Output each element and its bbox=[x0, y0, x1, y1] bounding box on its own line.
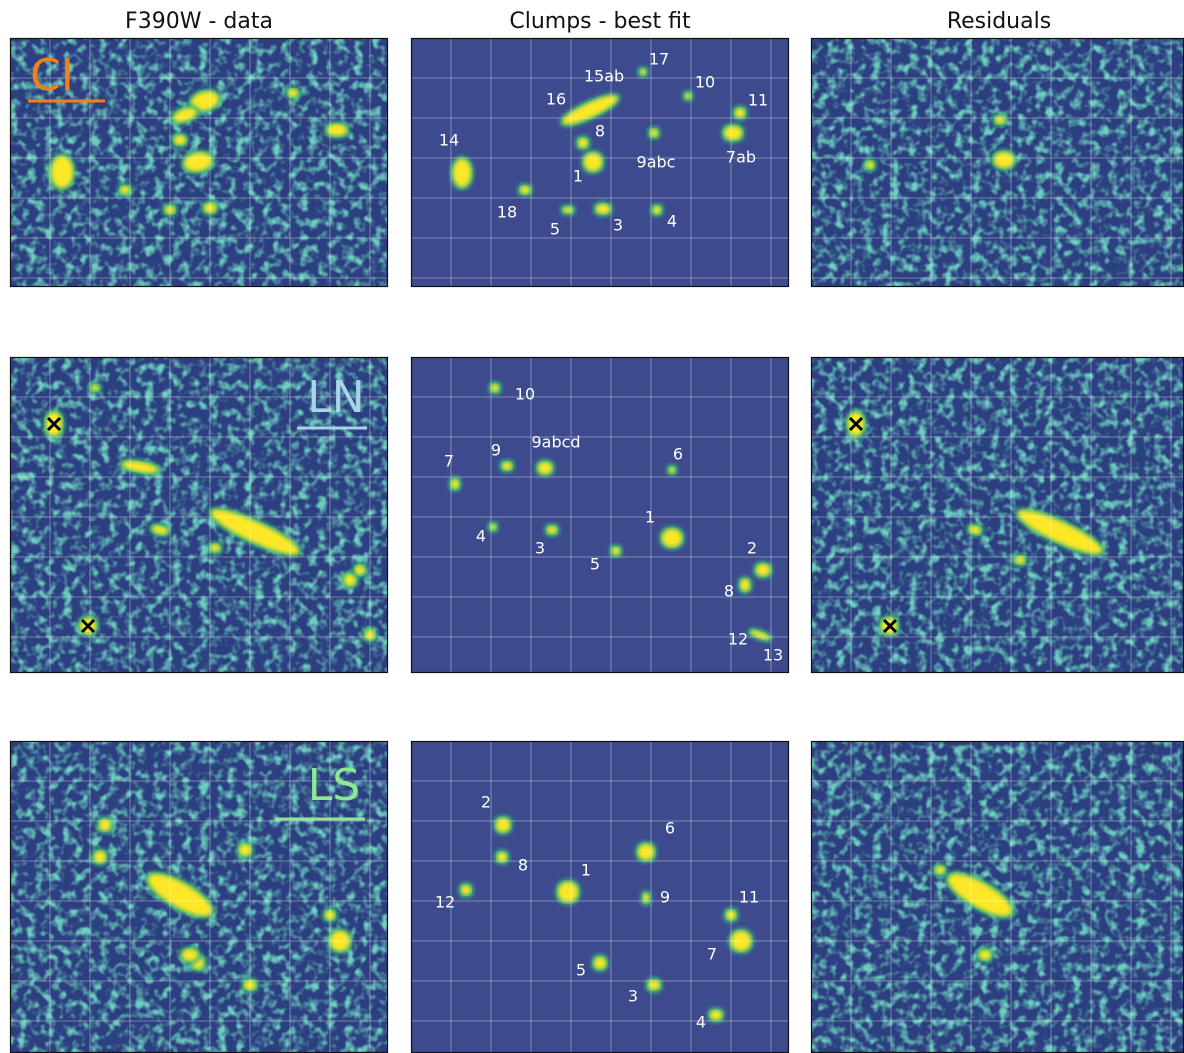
clump-label: 4 bbox=[476, 527, 486, 546]
clump-blob bbox=[547, 526, 557, 534]
clump-label: 9abcd bbox=[531, 433, 580, 452]
clump-label: 2 bbox=[481, 793, 491, 812]
clump-label: 3 bbox=[628, 987, 638, 1006]
clump-blob bbox=[935, 866, 945, 874]
clump-blob bbox=[724, 126, 742, 140]
panel-background bbox=[411, 357, 789, 673]
clump-blob bbox=[461, 885, 471, 895]
clump-label: 7 bbox=[707, 945, 717, 964]
clump-label: 10 bbox=[515, 385, 535, 404]
clump-label: 5 bbox=[576, 961, 586, 980]
clump-label: 6 bbox=[665, 819, 675, 838]
clump-label: 12 bbox=[435, 893, 455, 912]
clump-label: 4 bbox=[696, 1013, 706, 1032]
clump-label: 5 bbox=[550, 220, 560, 239]
clump-blob bbox=[638, 844, 654, 860]
clump-label: 12 bbox=[728, 630, 748, 649]
clump-label: 8 bbox=[724, 582, 734, 601]
clump-label: 4 bbox=[667, 212, 677, 231]
clump-label: 14 bbox=[439, 131, 459, 150]
clump-label: 1 bbox=[645, 508, 655, 527]
region-label: LN bbox=[307, 372, 364, 423]
clump-blob bbox=[210, 544, 220, 552]
clump-blob bbox=[584, 153, 602, 171]
clump-label: 10 bbox=[695, 73, 715, 92]
clump-blob bbox=[979, 950, 991, 960]
region-label: CI bbox=[30, 50, 74, 101]
image-panel bbox=[811, 357, 1184, 673]
clump-blob bbox=[596, 204, 610, 214]
image-panel bbox=[411, 357, 789, 673]
image-panel bbox=[811, 38, 1184, 287]
clump-blob bbox=[453, 159, 471, 187]
region-label: LS bbox=[308, 760, 360, 811]
clump-label: 2 bbox=[747, 539, 757, 558]
column-title: F390W - data bbox=[125, 9, 273, 34]
clump-blob bbox=[735, 108, 745, 118]
clump-label: 8 bbox=[595, 122, 605, 141]
clump-label: 5 bbox=[590, 555, 600, 574]
clump-label: 3 bbox=[535, 539, 545, 558]
clump-label: 11 bbox=[748, 91, 768, 110]
clump-label: 1 bbox=[573, 167, 583, 186]
clump-blob bbox=[995, 116, 1005, 124]
clump-label: 3 bbox=[613, 216, 623, 235]
clump-label: 18 bbox=[497, 203, 517, 222]
clump-blob bbox=[496, 818, 510, 832]
clump-blob bbox=[451, 479, 459, 489]
clump-label: 15ab bbox=[584, 67, 624, 86]
clump-label: 9 bbox=[491, 441, 501, 460]
clump-blob bbox=[594, 957, 606, 969]
clump-label: 6 bbox=[673, 445, 683, 464]
clump-blob bbox=[182, 949, 198, 961]
clump-blob bbox=[866, 161, 874, 169]
image-panel bbox=[811, 741, 1184, 1053]
clump-blob bbox=[710, 1010, 722, 1020]
clump-blob bbox=[669, 467, 675, 473]
clump-blob bbox=[174, 135, 186, 145]
clump-blob bbox=[355, 565, 365, 575]
clump-blob bbox=[520, 186, 530, 194]
clump-blob bbox=[239, 844, 251, 856]
clump-label: 17 bbox=[649, 50, 669, 69]
clump-label: 7 bbox=[444, 452, 454, 471]
clump-blob bbox=[502, 462, 512, 470]
clump-blob bbox=[662, 529, 682, 547]
clump-label: 1 bbox=[581, 861, 591, 880]
clump-blob bbox=[653, 206, 661, 214]
clump-blob bbox=[51, 156, 73, 188]
clump-blob bbox=[344, 574, 356, 586]
clump-label: 8 bbox=[518, 856, 528, 875]
clump-label: 16 bbox=[546, 90, 566, 109]
clump-label: 11 bbox=[739, 888, 759, 907]
clump-blob bbox=[120, 186, 130, 194]
figure: F390W - data Clumps - best fit Residuals… bbox=[0, 0, 1184, 1053]
clump-label: 13 bbox=[763, 646, 783, 665]
clump-blob bbox=[740, 579, 750, 591]
clump-blob bbox=[558, 882, 578, 902]
clump-label: 9 bbox=[660, 888, 670, 907]
clump-blob bbox=[756, 564, 770, 576]
noise-texture bbox=[811, 357, 1184, 673]
clump-label: 9abc bbox=[637, 153, 676, 172]
clump-label: 7ab bbox=[726, 148, 756, 167]
clump-blob bbox=[640, 69, 646, 75]
clump-blob bbox=[538, 462, 552, 474]
clump-blob bbox=[578, 138, 588, 148]
clump-blob bbox=[491, 384, 499, 392]
image-panel bbox=[411, 741, 789, 1053]
clump-blob bbox=[612, 547, 620, 555]
column-title: Clumps - best fit bbox=[509, 9, 691, 34]
column-title: Residuals bbox=[947, 9, 1051, 34]
clump-blob bbox=[685, 93, 691, 99]
clump-blob bbox=[91, 385, 99, 391]
